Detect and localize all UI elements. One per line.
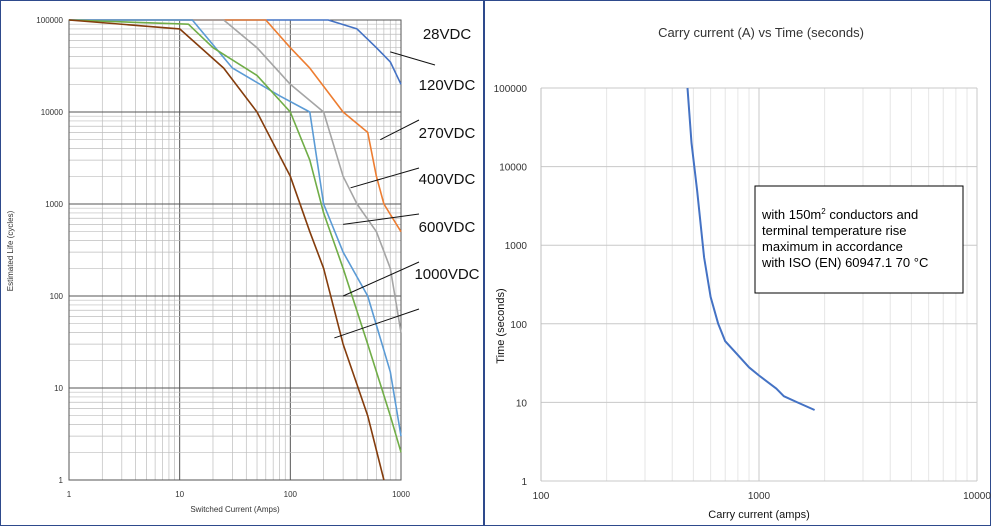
left-y-tick-label: 1000 xyxy=(45,200,63,209)
left-x-tick-label: 1 xyxy=(67,490,72,499)
left-tick-labels: 1 10 100 1000 1 10 100 1000 10000 100000 xyxy=(36,16,410,499)
legend-label-28vdc: 28VDC xyxy=(423,26,472,43)
left-y-axis-label: Estimated Life (cycles) xyxy=(6,210,15,291)
series-line-28vdc xyxy=(69,19,402,85)
series-line-1000vdc xyxy=(68,19,385,481)
left-legend-leaders xyxy=(334,51,436,339)
right-y-tick-label: 100000 xyxy=(494,84,528,95)
legend-label-120vdc: 120VDC xyxy=(419,77,476,94)
series-line-600vdc xyxy=(68,19,402,453)
right-chart-title: Carry current (A) vs Time (seconds) xyxy=(658,25,864,40)
leader-line-1000vdc xyxy=(334,308,420,339)
left-x-tick-label: 1000 xyxy=(392,490,410,499)
legend-label-400vdc: 400VDC xyxy=(419,171,476,188)
right-x-axis-label: Carry current (amps) xyxy=(708,509,809,521)
leader-line-120vdc xyxy=(380,119,420,141)
left-y-tick-label: 100000 xyxy=(36,16,63,25)
series-line-270vdc xyxy=(69,19,402,333)
right-x-tick-label: 100 xyxy=(533,491,550,502)
right-y-tick-label: 10000 xyxy=(499,163,527,174)
leader-line-400vdc xyxy=(343,213,420,225)
left-chart-panel: 1 10 100 1000 1 10 100 1000 10000 100000 28VDC 120… xyxy=(0,0,484,526)
right-y-tick-label: 1 xyxy=(521,477,527,488)
right-x-tick-label: 10000 xyxy=(963,491,991,502)
leader-line-28vdc xyxy=(390,51,436,66)
annotation-line-2: terminal temperature rise xyxy=(762,223,907,238)
legend-label-270vdc: 270VDC xyxy=(419,125,476,142)
left-legend: 28VDC 120VDC 270VDC 400VDC 600VDC 1000VDC xyxy=(414,26,479,283)
right-y-tick-label: 100 xyxy=(510,320,527,331)
right-y-axis-label: Time (seconds) xyxy=(495,288,507,363)
annotation-line-4: with ISO (EN) 60947.1 70 °C xyxy=(761,255,928,270)
legend-label-600vdc: 600VDC xyxy=(419,219,476,236)
right-y-tick-label: 1000 xyxy=(505,241,528,252)
left-y-tick-label: 1 xyxy=(59,476,64,485)
annotation-box: with 150m2 conductors and terminal tempe… xyxy=(754,185,964,294)
leader-line-600vdc xyxy=(342,261,420,297)
right-y-tick-label: 10 xyxy=(516,398,528,409)
annotation-line-3: maximum in accordance xyxy=(762,239,903,254)
leader-line-270vdc xyxy=(350,167,420,189)
left-y-tick-label: 100 xyxy=(50,292,64,301)
estimated-life-chart: 1 10 100 1000 1 10 100 1000 10000 100000 28VDC 120… xyxy=(6,16,480,514)
left-y-tick-label: 10000 xyxy=(41,108,64,117)
left-grid xyxy=(68,19,402,481)
left-plot-area xyxy=(69,20,401,480)
series-line-400vdc xyxy=(69,19,402,437)
left-x-axis-label: Switched Current (Amps) xyxy=(190,505,280,514)
annotation-line-1: with 150m2 conductors and xyxy=(761,207,918,222)
legend-label-1000vdc: 1000VDC xyxy=(414,266,479,283)
left-x-tick-label: 100 xyxy=(284,490,298,499)
right-tick-labels: 100 1000 10000 1 10 100 1000 10000 100000 xyxy=(494,84,991,502)
right-chart-panel: Carry current (A) vs Time (seconds) 100 1… xyxy=(484,0,991,526)
left-y-tick-label: 10 xyxy=(54,384,63,393)
carry-current-chart: Carry current (A) vs Time (seconds) 100 1… xyxy=(494,25,991,521)
left-series xyxy=(68,19,402,481)
right-x-tick-label: 1000 xyxy=(748,491,771,502)
carry-current-series-line xyxy=(686,87,816,411)
right-series xyxy=(686,87,816,411)
series-line-120vdc xyxy=(69,19,402,233)
left-x-tick-label: 10 xyxy=(175,490,184,499)
